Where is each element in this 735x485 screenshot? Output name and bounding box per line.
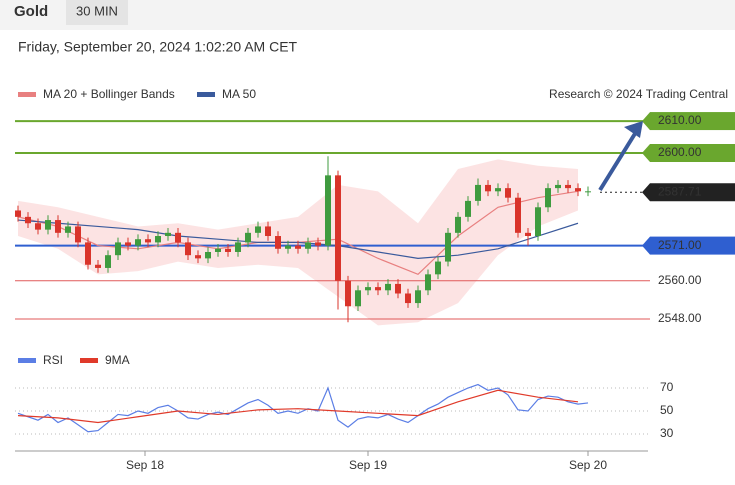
candle-body — [185, 242, 191, 256]
candle-body — [335, 175, 341, 281]
candle-body — [385, 283, 391, 291]
price-tag-pointer — [642, 144, 650, 163]
candle-body — [445, 232, 451, 262]
candle-body — [145, 239, 151, 243]
forecast-arrow — [598, 130, 638, 192]
symbol: Gold — [14, 3, 48, 20]
candle-body — [65, 226, 71, 233]
candle-body — [545, 188, 551, 208]
candle-body — [225, 248, 231, 252]
candle-body — [475, 184, 481, 201]
candle-body — [325, 175, 331, 246]
candle-body — [415, 290, 421, 304]
y-tick-label: 30 — [660, 426, 674, 440]
legend-label: RSI — [43, 353, 63, 367]
candle-body — [315, 242, 321, 246]
legend-label: 9MA — [105, 353, 130, 367]
price-label: 2571.00 — [658, 238, 702, 252]
candle-body — [535, 207, 541, 237]
candle-body — [85, 242, 91, 265]
price-tag-pointer — [642, 183, 650, 202]
timestamp: Friday, September 20, 2024 1:02:20 AM CE… — [18, 39, 298, 55]
x-tick-label: Sep 19 — [349, 458, 387, 472]
price-tag — [650, 183, 735, 202]
price-tag-pointer — [642, 236, 650, 255]
candle-body — [235, 242, 241, 252]
interval[interactable]: 30 MIN — [76, 3, 118, 18]
candle-body — [525, 232, 531, 237]
y-tick-label: 50 — [660, 403, 674, 417]
candle-body — [35, 223, 41, 230]
candle-body — [105, 255, 111, 268]
price-label: 2560.00 — [658, 273, 702, 287]
candle-body — [195, 255, 201, 259]
candle-body — [495, 188, 501, 192]
candle-body — [245, 232, 251, 243]
price-tag-pointer — [642, 112, 650, 131]
candle-body — [575, 188, 581, 192]
candle-body — [55, 220, 61, 233]
price-tag — [650, 112, 735, 131]
candle-body — [205, 251, 211, 259]
candle-body — [265, 226, 271, 237]
candle-body — [345, 280, 351, 307]
candle-body — [125, 242, 131, 246]
price-label: 2587.71 — [658, 184, 702, 198]
legend-label: MA 20 + Bollinger Bands — [43, 87, 175, 101]
candle-body — [295, 245, 301, 249]
candle-body — [25, 216, 31, 224]
price-label: 2548.00 — [658, 311, 702, 325]
candle-body — [505, 188, 511, 198]
candle-body — [135, 239, 141, 246]
candle-body — [515, 197, 521, 233]
x-tick-label: Sep 20 — [569, 458, 607, 472]
candle-body — [565, 184, 571, 189]
candle-body — [75, 226, 81, 243]
price-tag — [650, 144, 735, 163]
candle-body — [485, 184, 491, 192]
indicator-line — [17, 383, 589, 433]
candle-body — [355, 290, 361, 307]
attribution: Research © 2024 Trading Central — [549, 87, 728, 101]
candle-body — [175, 232, 181, 243]
candle-body — [95, 264, 101, 268]
price-label: 2610.00 — [658, 113, 702, 127]
legend-label: MA 50 — [222, 87, 256, 101]
candle-body — [165, 232, 171, 237]
candle-body — [455, 216, 461, 233]
indicator-line — [17, 389, 579, 424]
legend-swatch — [18, 92, 36, 97]
candle-body — [465, 200, 471, 217]
candle-body — [555, 184, 561, 189]
candle-body — [275, 236, 281, 249]
candle-body — [45, 220, 51, 230]
candle-body — [255, 226, 261, 233]
candle-body — [215, 248, 221, 252]
candle-body — [425, 274, 431, 291]
interval-tab[interactable] — [66, 0, 128, 25]
price-tag — [650, 236, 735, 255]
candle-body — [155, 236, 161, 243]
candle-body — [365, 287, 371, 291]
legend-swatch — [197, 92, 215, 97]
candle-body — [585, 191, 591, 193]
candle-body — [15, 210, 21, 217]
price-label: 2600.00 — [658, 145, 702, 159]
candle-body — [395, 283, 401, 294]
candle-body — [375, 287, 381, 291]
candle-body — [285, 245, 291, 249]
candle-body — [305, 242, 311, 249]
legend-swatch — [80, 358, 98, 363]
candle-body — [435, 261, 441, 275]
x-tick-label: Sep 18 — [126, 458, 164, 472]
y-tick-label: 70 — [660, 380, 674, 394]
legend-swatch — [18, 358, 36, 363]
candle-body — [405, 293, 411, 304]
forecast-arrow-head — [624, 121, 643, 138]
candle-body — [115, 242, 121, 256]
